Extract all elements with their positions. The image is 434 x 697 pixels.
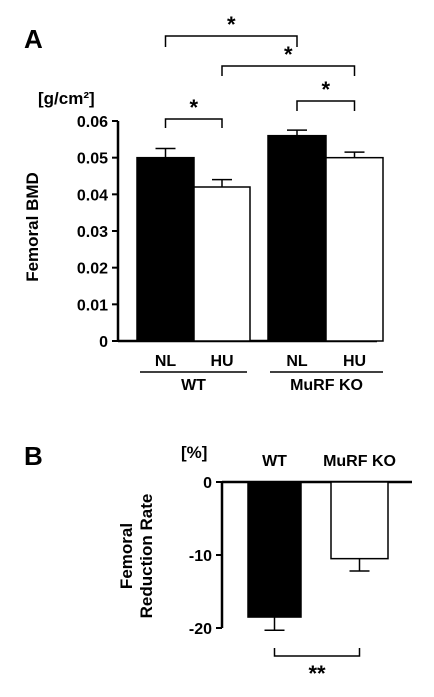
b-category-label-1: MuRF KO	[323, 453, 396, 470]
b-y-tick-label-1: -10	[189, 548, 212, 565]
a-y-tick-label-6: 0.06	[77, 114, 108, 131]
panel-a-unit-label: [g/cm²]	[38, 89, 95, 108]
b-y-tick-label-0: 0	[203, 475, 212, 492]
panel-a-letter: A	[24, 24, 43, 54]
a-bar-murf-ko-hu	[325, 156, 384, 342]
b-significance-bracket	[273, 648, 361, 657]
a-significance-2-bracket	[164, 35, 298, 47]
a-y-tick-label-0: 0	[99, 334, 108, 351]
a-bar-murf-ko-nl	[267, 134, 327, 342]
b-significance-mark: **	[308, 661, 326, 686]
panel-a-y-axis-label: Femoral BMD	[23, 172, 42, 282]
a-y-tick-label-2: 0.02	[77, 261, 108, 278]
panel-b-y-axis-label-line2: Reduction Rate	[137, 494, 156, 619]
b-y-tick-label-2: -20	[189, 621, 212, 638]
a-significance-3-bracket	[221, 65, 356, 76]
b-bar-wt	[247, 481, 302, 618]
a-significance-3-mark: *	[284, 42, 293, 67]
a-y-tick-label-1: 0.01	[77, 297, 108, 314]
b-category-label-0: WT	[262, 453, 287, 470]
panel-b-chart: 0 -10 -20 WT MuRF KO **	[189, 453, 412, 686]
a-significance-1-bracket	[296, 100, 356, 111]
panel-a: A [g/cm²] Femoral BMD 0 0.01 0.02 0.03 0.04 0…	[23, 12, 384, 394]
a-significance-0-mark: *	[189, 95, 198, 120]
a-y-tick-label-5: 0.05	[77, 151, 108, 168]
a-group-label-0: WT	[181, 377, 206, 394]
a-significance-1-mark: *	[321, 77, 330, 102]
a-bar-label-1: HU	[210, 353, 233, 370]
a-y-tick-label-4: 0.04	[77, 187, 108, 204]
a-bar-label-3: HU	[343, 353, 366, 370]
a-significance-0-bracket	[164, 118, 223, 128]
panel-b-y-axis-label-line1: Femoral	[117, 523, 136, 589]
panel-b: B [%] Femoral Reduction Rate 0 -10 -20 WT Mu…	[24, 441, 412, 686]
panel-b-unit-label: [%]	[181, 443, 207, 462]
a-significance-2-mark: *	[227, 12, 236, 37]
a-bar-wt-nl	[136, 156, 195, 342]
a-bar-label-2: NL	[286, 353, 308, 370]
a-bar-wt-hu	[193, 186, 251, 342]
panel-b-letter: B	[24, 441, 43, 471]
a-group-label-1: MuRF KO	[290, 377, 363, 394]
a-y-tick-label-3: 0.03	[77, 224, 108, 241]
a-bar-label-0: NL	[155, 353, 177, 370]
b-bar-murf-ko	[330, 481, 389, 560]
